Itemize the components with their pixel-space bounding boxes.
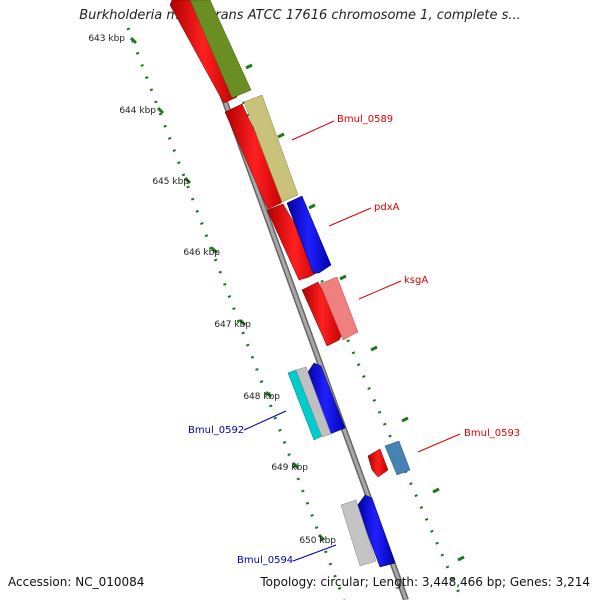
- gene-label-bmul-0589[interactable]: Bmul_0589: [337, 114, 393, 125]
- gene-label-bmul-0592[interactable]: Bmul_0592: [188, 425, 244, 436]
- gene-feature[interactable]: [266, 203, 323, 281]
- kbp-label: 645 kbp: [152, 177, 189, 187]
- gene-feature[interactable]: [356, 494, 396, 568]
- label-leaders: [243, 120, 461, 562]
- gene-feature[interactable]: [286, 195, 332, 274]
- gene-labels: Bmul_0589 pdxA ksgA Bmul_0593 Bmul_0592 …: [188, 114, 520, 566]
- ruler-major-ticks: [129, 36, 326, 542]
- gene-label-bmul-0593[interactable]: Bmul_0593: [464, 428, 520, 439]
- gene-feature[interactable]: [319, 276, 359, 341]
- kbp-label: 643 kbp: [88, 34, 125, 44]
- ruler-labels: 643 kbp 644 kbp 645 kbp 646 kbp 647 kbp …: [88, 34, 336, 546]
- gene-feature[interactable]: [295, 366, 332, 438]
- length-text: Length: 3,448,466 bp: [365, 575, 502, 589]
- accession-text: Accession: NC_010084: [8, 575, 145, 589]
- gene-feature[interactable]: [340, 499, 377, 567]
- gene-feature[interactable]: [224, 103, 286, 210]
- gene-label-ksga[interactable]: ksgA: [404, 275, 428, 286]
- gene-feature[interactable]: [367, 448, 389, 478]
- gene-feature[interactable]: [243, 94, 299, 203]
- gene-feature[interactable]: [301, 281, 344, 347]
- genome-summary: Topology: circularLength: 3,448,466 bpGe…: [260, 575, 590, 589]
- gene-label-bmul-0594[interactable]: Bmul_0594: [237, 555, 293, 566]
- kbp-label: 650 kbp: [299, 536, 336, 546]
- kbp-label: 644 kbp: [119, 106, 156, 116]
- topology-text: Topology: circular: [260, 575, 365, 589]
- gene-count-text: Genes: 3,214: [502, 575, 590, 589]
- gene-features: [169, 0, 411, 568]
- gene-feature[interactable]: [384, 440, 411, 476]
- kbp-label: 647 kbp: [214, 320, 251, 330]
- kbp-label: 649 kbp: [271, 463, 308, 473]
- gene-feature[interactable]: [189, 0, 252, 99]
- gene-label-pdxa[interactable]: pdxA: [374, 202, 400, 213]
- kbp-label: 648 kbp: [243, 392, 280, 402]
- ruler-major-ticks-right: [245, 63, 465, 562]
- kbp-label: 646 kbp: [183, 248, 220, 258]
